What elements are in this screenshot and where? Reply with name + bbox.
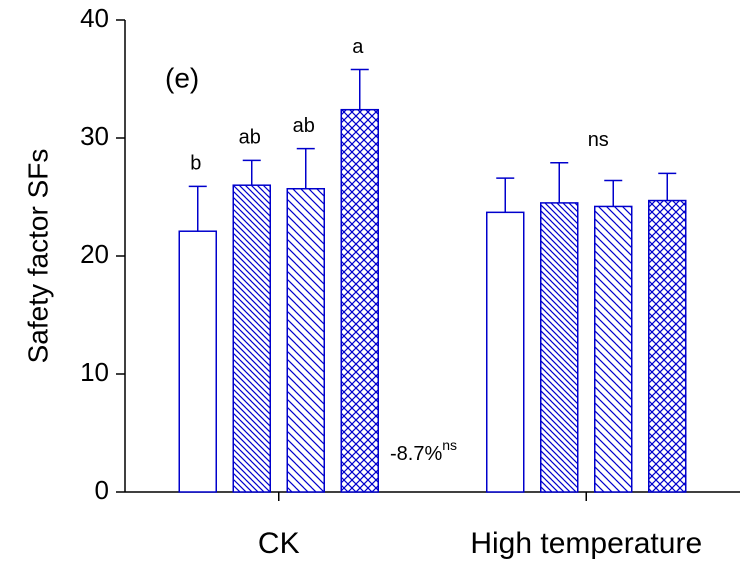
bar-group <box>340 68 379 493</box>
bar-group <box>594 179 633 493</box>
significance-letter: ab <box>293 115 315 137</box>
bar <box>594 205 633 493</box>
y-axis-title: Safety factor SFs <box>22 149 53 364</box>
bar <box>486 211 525 493</box>
bar-group <box>540 162 579 493</box>
bar <box>232 184 271 493</box>
y-tick-label: 10 <box>80 357 109 387</box>
annotation-superscript: ns <box>442 437 457 453</box>
bar-group <box>648 172 687 493</box>
annotation: -8.7%ns <box>390 437 457 466</box>
x-tick-label: CK <box>258 527 300 560</box>
annotation-text: -8.7% <box>390 443 442 465</box>
bar <box>648 199 687 493</box>
bar-group <box>486 177 525 493</box>
bar-group <box>178 185 217 493</box>
y-tick-label: 30 <box>80 121 109 151</box>
group-letter: ns <box>588 129 609 151</box>
significance-letter: a <box>352 36 364 58</box>
bar <box>340 108 379 493</box>
y-tick-label: 0 <box>95 475 109 505</box>
bar <box>178 230 217 493</box>
significance-letter: ab <box>239 127 261 149</box>
x-tick-label: High temperature <box>470 527 702 560</box>
significance-letter: b <box>190 153 201 175</box>
bar <box>286 187 325 493</box>
panel-label: (e) <box>165 62 199 93</box>
y-tick-label: 20 <box>80 239 109 269</box>
bar-group <box>286 147 325 493</box>
y-tick-label: 40 <box>80 3 109 33</box>
bar <box>540 202 579 493</box>
bar-group <box>232 159 271 493</box>
